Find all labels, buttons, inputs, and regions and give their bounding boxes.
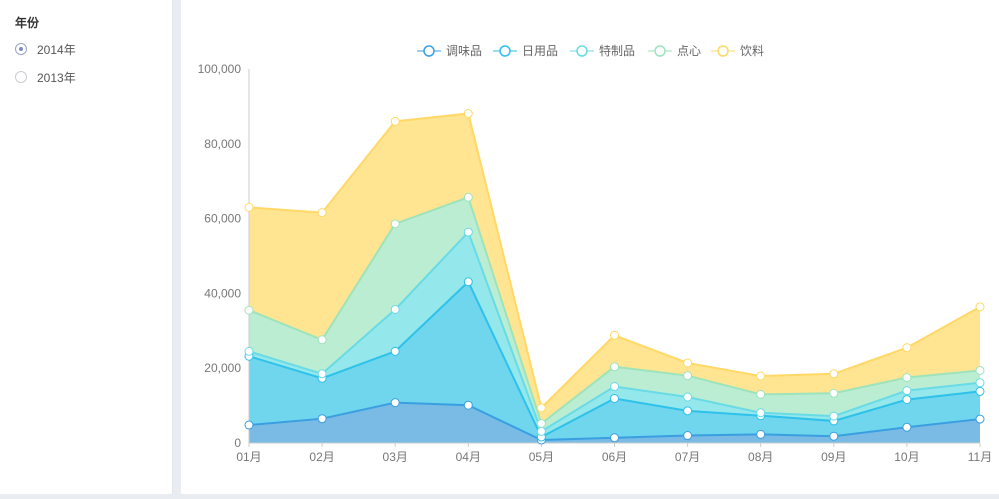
legend-marker-icon xyxy=(717,45,729,57)
area-series-1 xyxy=(249,281,980,441)
y-tick-label: 20,000 xyxy=(204,361,241,375)
legend-marker-icon xyxy=(576,45,588,57)
data-point-3-4[interactable] xyxy=(536,419,546,429)
data-point-0-7[interactable] xyxy=(756,429,766,439)
area-series-0 xyxy=(249,402,980,443)
y-tick-label: 100,000 xyxy=(198,62,242,76)
data-point-3-10[interactable] xyxy=(975,365,985,375)
data-point-2-3[interactable] xyxy=(463,227,473,237)
data-point-3-8[interactable] xyxy=(829,388,839,398)
data-point-2-10[interactable] xyxy=(975,378,985,388)
area-series-3 xyxy=(249,197,980,432)
data-point-3-1[interactable] xyxy=(317,335,327,345)
year-option-label: 2013年 xyxy=(37,70,76,85)
data-point-2-4[interactable] xyxy=(536,426,546,436)
y-tick-label: 40,000 xyxy=(204,286,241,300)
data-point-2-2[interactable] xyxy=(390,304,400,314)
data-point-4-0[interactable] xyxy=(244,202,254,212)
x-tick-label: 05月 xyxy=(529,450,554,464)
area-series-2 xyxy=(249,232,980,438)
data-point-0-0[interactable] xyxy=(244,420,254,430)
x-tick-label: 09月 xyxy=(821,450,846,464)
legend-label: 饮料 xyxy=(740,44,764,58)
legend-label: 特制品 xyxy=(599,43,635,58)
x-tick-label: 11月 xyxy=(968,450,992,464)
x-tick-label: 07月 xyxy=(675,450,700,464)
chart-panel: 0 20,000 40,000 60,000 80,000 100,000 01月 02月 03… xyxy=(181,0,999,494)
data-point-0-5[interactable] xyxy=(610,433,619,443)
data-point-4-8[interactable] xyxy=(829,369,839,379)
data-point-2-7[interactable] xyxy=(756,408,766,418)
data-point-0-3[interactable] xyxy=(463,400,473,410)
data-point-4-7[interactable] xyxy=(756,371,766,381)
stacked-area-chart: 0 20,000 40,000 60,000 80,000 100,000 01月 02月 03… xyxy=(198,43,993,464)
legend-item-1[interactable]: 日用品 xyxy=(493,44,558,58)
data-point-1-6[interactable] xyxy=(683,406,693,416)
legend-item-2[interactable]: 特制品 xyxy=(570,43,635,58)
x-tick-label: 01月 xyxy=(236,450,261,464)
x-tick-label: 08月 xyxy=(748,450,773,464)
data-point-3-6[interactable] xyxy=(683,371,693,381)
data-point-2-1[interactable] xyxy=(317,369,327,379)
data-point-0-6[interactable] xyxy=(683,431,693,441)
year-filter-title: 年份 xyxy=(15,16,40,30)
x-tick-label: 02月 xyxy=(309,450,334,464)
data-point-0-2[interactable] xyxy=(390,398,400,408)
data-point-2-8[interactable] xyxy=(829,411,839,421)
x-tick-label: 03月 xyxy=(383,450,408,464)
data-point-4-2[interactable] xyxy=(390,116,400,126)
data-point-1-2[interactable] xyxy=(390,346,400,356)
y-tick-label: 60,000 xyxy=(204,212,241,226)
data-point-4-5[interactable] xyxy=(610,330,619,340)
radio-checked-icon[interactable] xyxy=(15,43,27,55)
data-point-1-10[interactable] xyxy=(975,386,985,396)
year-option-2014[interactable]: 2014年 xyxy=(15,41,76,57)
legend-label: 点心 xyxy=(677,44,701,58)
x-tick-label: 10月 xyxy=(894,450,919,464)
legend-marker-icon xyxy=(654,45,666,57)
data-point-4-4[interactable] xyxy=(536,403,546,413)
data-point-4-1[interactable] xyxy=(317,208,327,218)
data-point-3-0[interactable] xyxy=(244,305,254,315)
data-point-4-9[interactable] xyxy=(902,343,912,353)
data-point-3-2[interactable] xyxy=(390,219,400,229)
data-point-0-9[interactable] xyxy=(902,422,912,432)
data-point-2-0[interactable] xyxy=(244,346,254,356)
area-series-4 xyxy=(249,113,980,424)
data-point-1-5[interactable] xyxy=(610,393,619,403)
data-point-3-3[interactable] xyxy=(463,192,473,202)
data-point-3-5[interactable] xyxy=(610,362,619,372)
filter-panel: 年份 2014年 2013年 xyxy=(0,0,173,494)
legend-label: 调味品 xyxy=(446,44,482,58)
data-point-4-3[interactable] xyxy=(463,109,473,119)
radio-unchecked-icon[interactable] xyxy=(15,71,27,83)
y-tick-label: 80,000 xyxy=(204,137,241,151)
data-point-4-10[interactable] xyxy=(975,302,985,312)
data-point-0-1[interactable] xyxy=(317,414,327,424)
data-point-2-9[interactable] xyxy=(902,386,912,396)
legend-marker-icon xyxy=(423,45,435,57)
data-point-1-3[interactable] xyxy=(463,277,473,287)
legend-item-0[interactable]: 调味品 xyxy=(417,44,482,58)
data-point-4-6[interactable] xyxy=(683,358,693,368)
legend-marker-icon xyxy=(499,45,511,57)
data-point-0-10[interactable] xyxy=(975,414,985,424)
legend-item-4[interactable]: 饮料 xyxy=(711,44,764,58)
legend-item-3[interactable]: 点心 xyxy=(648,44,701,58)
data-point-2-6[interactable] xyxy=(683,392,693,402)
y-tick-label: 0 xyxy=(234,436,241,450)
x-tick-label: 04月 xyxy=(456,450,481,464)
year-option-2013[interactable]: 2013年 xyxy=(15,69,76,85)
data-point-0-8[interactable] xyxy=(829,431,839,441)
data-point-3-7[interactable] xyxy=(756,389,766,399)
data-point-3-9[interactable] xyxy=(902,373,912,383)
data-point-1-9[interactable] xyxy=(902,395,912,405)
year-option-label: 2014年 xyxy=(37,42,76,57)
x-tick-label: 06月 xyxy=(602,450,627,464)
data-point-2-5[interactable] xyxy=(610,382,619,392)
legend-label: 日用品 xyxy=(522,44,558,58)
